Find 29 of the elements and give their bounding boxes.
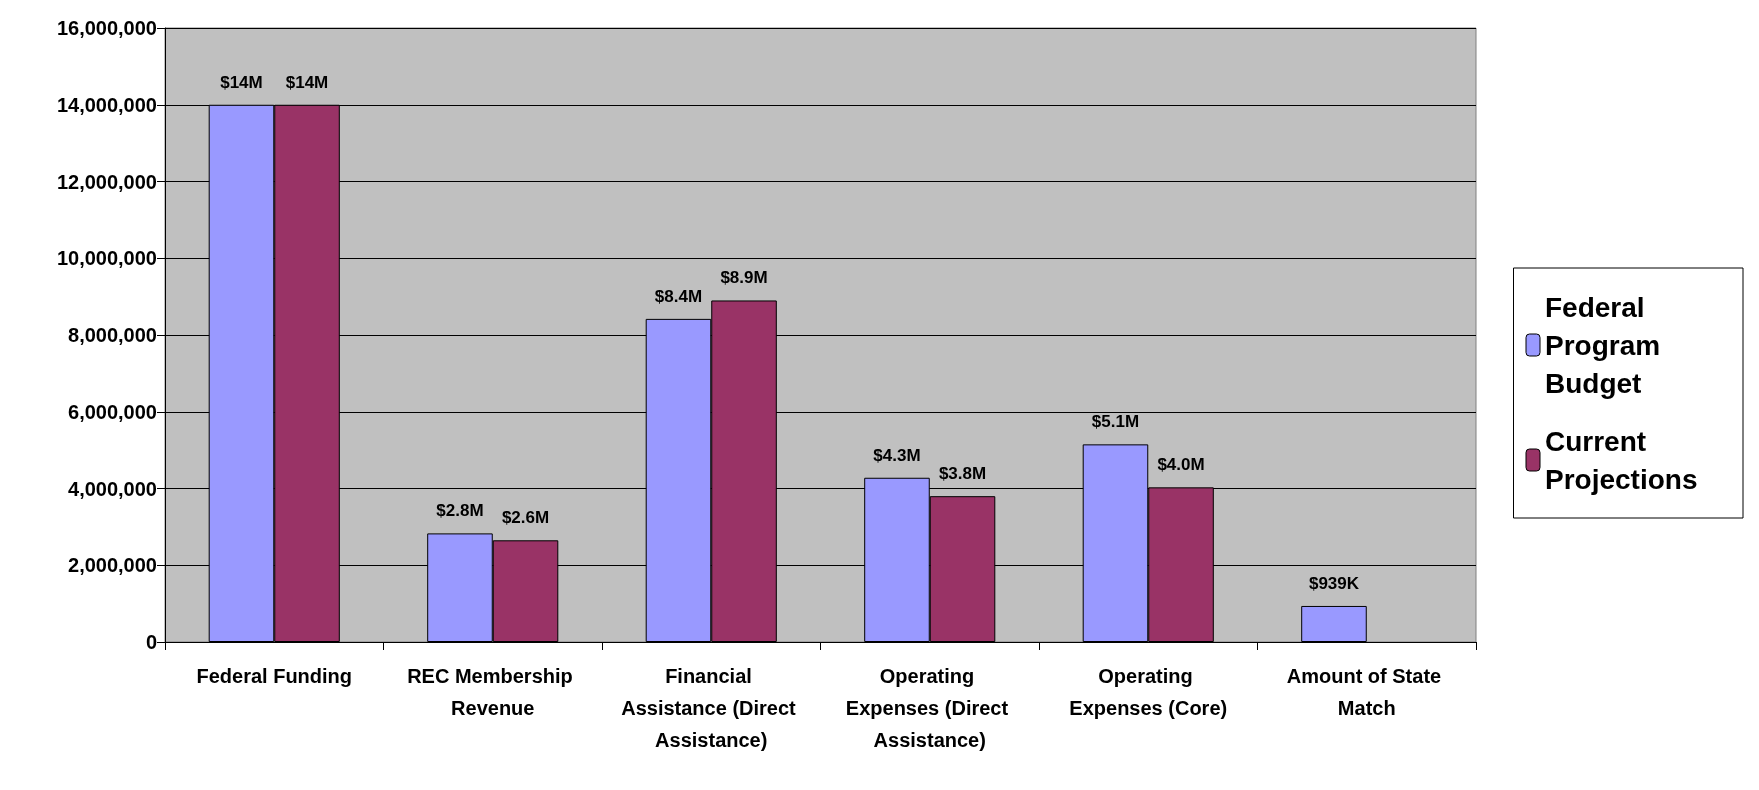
data-label: $2.8M — [436, 501, 484, 521]
x-tick-label: Operating Expenses (Core) — [1069, 665, 1228, 719]
y-tick-label: 10,000,000 — [56, 247, 157, 270]
data-label: $939K — [1308, 573, 1360, 593]
x-tick-label: Financial Assistance (Direct Assistance) — [621, 665, 802, 751]
y-tick-label: 14,000,000 — [56, 93, 157, 116]
bar — [1301, 605, 1367, 642]
y-tick-label: 12,000,000 — [56, 170, 157, 193]
y-tick-label: 0 — [145, 631, 157, 653]
data-label: $2.6M — [501, 508, 550, 528]
y-tick-label: 16,000,000 — [56, 17, 157, 39]
data-label: $4.0M — [1157, 455, 1205, 475]
data-label: $8.4M — [654, 286, 703, 306]
data-label: $8.9M — [720, 268, 768, 288]
legend-label: Current Projections — [1545, 425, 1698, 495]
y-tick-label: 8,000,000 — [68, 324, 157, 346]
data-label: $4.3M — [873, 445, 921, 465]
y-tick-label: 2,000,000 — [68, 554, 157, 577]
x-tick-label: Amount of State Match — [1286, 665, 1447, 719]
data-label: $5.1M — [1091, 412, 1140, 432]
x-tick-label: REC Membership Revenue — [407, 665, 579, 719]
y-tick-label: 6,000,000 — [68, 400, 157, 423]
data-label: $14M — [220, 72, 263, 92]
x-tick-label: Federal Funding — [196, 665, 353, 687]
data-label: $3.8M — [938, 464, 987, 484]
y-tick-label: 4,000,000 — [68, 477, 157, 500]
x-tick-label: Operating Expenses (Direct Assistance) — [845, 665, 1014, 751]
legend-label: Federal Program Budget — [1545, 291, 1668, 399]
data-label: $14M — [285, 72, 329, 92]
